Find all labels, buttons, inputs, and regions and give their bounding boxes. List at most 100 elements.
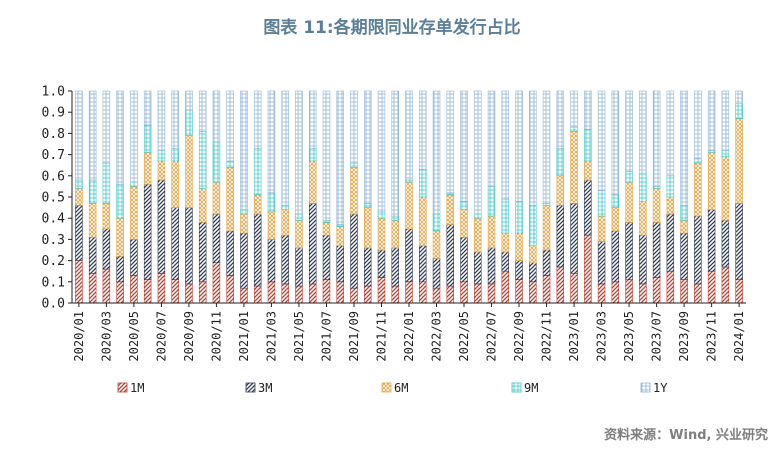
bar-segment-6m (584, 160, 592, 181)
bar-segment-1y (157, 90, 166, 151)
bar-segment-9m (652, 186, 661, 189)
bar-segment-1y (322, 90, 331, 221)
bar-segment-6m (529, 245, 537, 264)
bar-stack (584, 90, 592, 304)
bar-segment-3m (350, 213, 358, 289)
x-tick-label: 2023/03 (595, 311, 609, 362)
bar-segment-9m (432, 213, 441, 232)
bar-segment-1y (267, 90, 276, 194)
bar-segment-9m (377, 211, 386, 219)
bar-segment-9m (336, 224, 344, 227)
bar-segment-3m (721, 220, 730, 268)
bar-segment-1m (419, 281, 427, 304)
bar-segment-6m (666, 196, 675, 215)
bar-segment-1m (735, 279, 743, 304)
bar-segment-1m (529, 281, 537, 304)
source-note: 资料来源：Wind, 兴业研究 (604, 427, 768, 443)
bar-segment-1m (584, 234, 592, 304)
bar-segment-6m (240, 213, 248, 234)
bar-segment-9m (542, 203, 551, 206)
bar-segment-1y (652, 90, 661, 187)
bar-stack (694, 90, 702, 304)
bar-segment-6m (157, 160, 166, 181)
bar-segment-3m (157, 179, 166, 274)
bar-stack (501, 90, 510, 304)
x-tick-label: 2022/03 (430, 311, 444, 362)
bar-segment-9m (735, 103, 743, 119)
bar-segment-3m (212, 213, 221, 264)
bar-segment-1y (130, 90, 138, 183)
bar-segment-9m (529, 205, 537, 247)
bar-segment-1m (611, 281, 620, 304)
bar-segment-1m (116, 281, 124, 304)
bar-segment-6m (363, 207, 372, 249)
bar-segment-1y (363, 90, 372, 204)
bar-segment-6m (295, 220, 303, 249)
bar-segment-1y (680, 90, 688, 206)
legend-label: 3M (258, 381, 272, 395)
x-tick-label: 2020/05 (127, 311, 141, 362)
bar-segment-6m (308, 160, 317, 204)
bar-segment-3m (130, 239, 138, 276)
x-tick-label: 2023/09 (677, 311, 691, 362)
y-tick-label: 0.5 (42, 191, 65, 206)
x-tick-label: 2022/09 (512, 311, 526, 362)
bar-stack (88, 90, 97, 304)
bar-stack (542, 90, 551, 304)
bar-stack (391, 90, 399, 304)
bar-segment-9m (130, 181, 138, 187)
bar-segment-9m (419, 169, 427, 198)
bar-segment-9m (391, 215, 399, 221)
bar-segment-1m (625, 279, 633, 304)
bar-segment-9m (584, 128, 592, 162)
bar-segment-1y (487, 90, 496, 187)
legend-label: 9M (524, 381, 538, 395)
bar-stack (597, 90, 606, 304)
bar-stack (198, 90, 207, 304)
bar-segment-1y (639, 90, 647, 174)
legend-label: 1M (130, 381, 144, 395)
bar-segment-6m (171, 160, 179, 208)
bar-segment-9m (281, 205, 289, 211)
bar-segment-1m (226, 275, 234, 304)
x-tick-label: 2021/01 (237, 311, 251, 362)
bar-segment-3m (322, 234, 331, 280)
y-tick-label: 0.7 (42, 148, 65, 163)
bar-segment-1y (350, 90, 358, 164)
bar-segment-1m (694, 283, 702, 304)
bar-segment-3m (143, 183, 152, 280)
x-tick-label: 2020/01 (72, 311, 86, 362)
bar-segment-1y (570, 90, 578, 128)
x-axis: 2020/01 2020/03 2020/05 2020/07 2020/09 2020/… (72, 302, 746, 362)
bar-segment-1y (529, 90, 537, 206)
bar-segment-3m (487, 247, 496, 285)
bar-stack (157, 90, 166, 304)
bar-segment-1m (143, 279, 152, 304)
bar-segment-9m (446, 192, 455, 196)
bar-stack (130, 90, 138, 304)
bar-segment-1m (460, 281, 468, 304)
bar-segment-9m (226, 160, 234, 168)
bar-segment-3m (652, 222, 661, 278)
bar-segment-6m (597, 215, 606, 242)
bar-segment-9m (75, 179, 83, 189)
legend-item-1m: 1M (117, 381, 144, 395)
legend-item-3m: 3M (245, 381, 272, 395)
bar-segment-3m (308, 203, 317, 285)
bar-segment-6m (639, 200, 647, 236)
bar-segment-1m (130, 275, 138, 304)
bar-segment-1m (446, 285, 455, 304)
bar-segment-9m (185, 109, 193, 136)
bar-segment-1y (226, 90, 234, 162)
legend-swatch (381, 382, 392, 393)
bar-segment-1y (116, 90, 124, 185)
bar-segment-1m (666, 270, 675, 304)
bar-segment-9m (198, 130, 207, 189)
bar-segment-9m (515, 200, 523, 234)
bar-segment-3m (597, 241, 606, 285)
x-tick-label: 2022/05 (457, 311, 471, 362)
bar-segment-3m (639, 234, 647, 285)
y-tick-label: 0.8 (42, 127, 65, 142)
bars (75, 90, 743, 304)
legend-swatch (511, 382, 522, 393)
